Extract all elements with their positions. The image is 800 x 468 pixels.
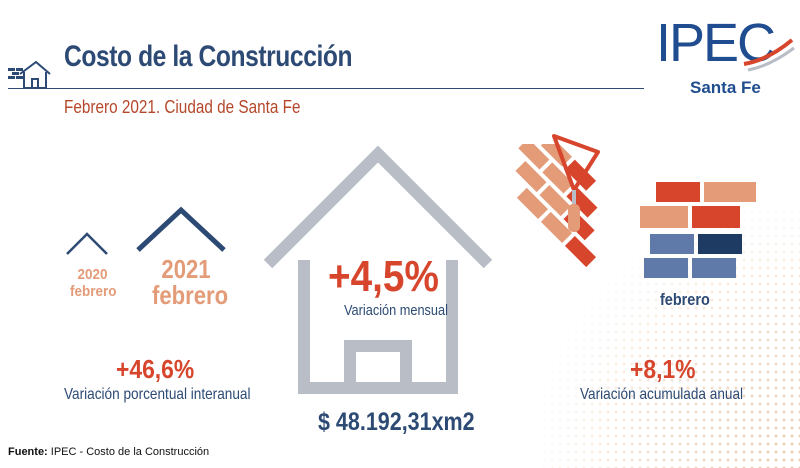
period-2021: 2021 febrero — [152, 254, 229, 310]
interannual-variation-value: +46,6% — [116, 354, 195, 384]
trowel-icon — [552, 134, 600, 232]
page-subtitle: Febrero 2021. Ciudad de Santa Fe — [64, 97, 301, 117]
accumulated-variation-value: +8,1% — [630, 354, 696, 384]
header-divider — [8, 88, 644, 89]
period-2020: 2020 febrero — [70, 266, 117, 300]
house-brick-icon — [8, 60, 51, 89]
monthly-variation-label: Variación mensual — [344, 302, 448, 319]
roof-small-icon — [66, 232, 108, 255]
roof-large-icon — [136, 206, 226, 252]
source-footer: Fuente: IPEC - Costo de la Construcción — [8, 446, 210, 458]
monthly-variation-value: +4,5% — [328, 252, 439, 301]
interannual-variation-label: Variación porcentual interanual — [64, 386, 251, 403]
price-per-m2: $ 48.192,31xm2 — [318, 408, 475, 436]
logo-location: Santa Fe — [690, 78, 761, 97]
logo-swoosh-icon — [743, 38, 795, 72]
house-outline-icon — [263, 145, 493, 394]
accumulated-variation-label: Variación acumulada anual — [580, 386, 744, 403]
page-title: Costo de la Construcción — [64, 40, 353, 73]
bricks-month-label: febrero — [660, 290, 710, 309]
brick-stack-icon — [640, 182, 756, 278]
roof-bricks-icon — [515, 144, 598, 268]
